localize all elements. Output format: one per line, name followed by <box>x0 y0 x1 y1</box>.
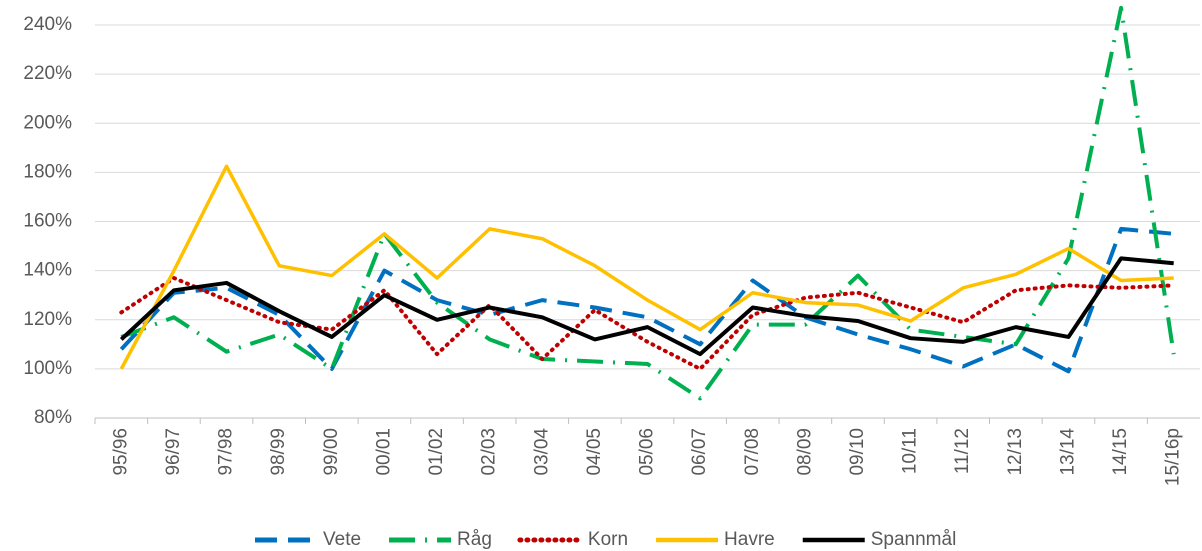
y-tick-label: 120% <box>23 309 72 330</box>
x-tick-label: 06/07 <box>689 428 710 476</box>
x-tick-label: 05/06 <box>637 428 658 476</box>
y-tick-label: 80% <box>34 407 72 428</box>
legend-label: Korn <box>588 529 628 550</box>
y-tick-label: 100% <box>23 358 72 379</box>
x-tick-label: 98/99 <box>268 428 289 476</box>
x-tick-label: 02/03 <box>479 428 500 476</box>
x-tick-label: 12/13 <box>1005 428 1026 476</box>
legend-label: Havre <box>724 529 775 550</box>
x-tick-label: 14/15 <box>1110 428 1131 476</box>
line-series <box>120 5 1176 401</box>
line-series <box>119 276 1176 371</box>
x-tick-label: 07/08 <box>742 428 763 476</box>
x-tick-label: 11/12 <box>952 428 973 474</box>
y-tick-label: 220% <box>23 63 72 84</box>
legend-label: Råg <box>457 529 492 550</box>
x-tick-label: 01/02 <box>426 428 447 476</box>
line-series <box>119 226 1174 374</box>
x-tick-label: 04/05 <box>584 428 605 476</box>
y-tick-label: 200% <box>23 112 72 133</box>
x-tick-label: 15/16p <box>1163 428 1184 486</box>
x-tick-label: 96/97 <box>163 428 184 476</box>
x-tick-label: 13/14 <box>1057 428 1078 476</box>
y-tick-label: 160% <box>23 211 72 232</box>
legend: Vete Råg Korn Havre Spannmål <box>255 529 956 550</box>
x-tick-label: 97/98 <box>216 428 237 476</box>
legend-label: Vete <box>323 529 361 550</box>
x-tick-label: 95/96 <box>110 428 131 476</box>
legend-label: Spannmål <box>871 529 957 550</box>
x-tick-label: 09/10 <box>847 428 868 476</box>
y-tick-label: 180% <box>23 161 72 182</box>
x-tick-label: 08/09 <box>794 428 815 476</box>
line-series <box>119 256 1174 357</box>
x-tick-label: 00/01 <box>373 428 394 476</box>
y-tick-label: 240% <box>23 14 72 35</box>
line-series <box>119 164 1174 370</box>
x-tick-label: 03/04 <box>531 428 552 476</box>
x-tick-label: 99/00 <box>321 428 342 476</box>
y-tick-label: 140% <box>23 260 72 281</box>
x-tick-label: 10/11 <box>900 428 921 474</box>
